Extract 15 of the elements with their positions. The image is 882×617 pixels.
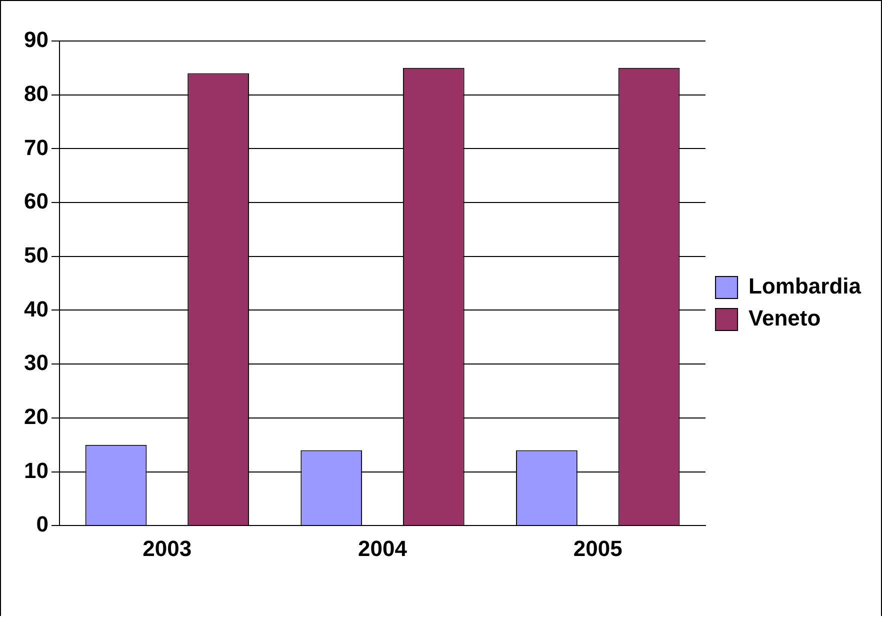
- x-tick-label: 2005: [573, 536, 622, 561]
- y-tick-label: 40: [24, 296, 48, 322]
- y-tick-label: 10: [24, 458, 48, 483]
- y-tick-label: 80: [24, 80, 48, 106]
- x-tick-label: 2003: [142, 536, 192, 561]
- y-tick-label: 50: [24, 242, 48, 268]
- y-tick-label: 70: [24, 134, 48, 160]
- y-tick-label: 60: [24, 188, 48, 214]
- y-tick-label: 0: [36, 512, 48, 537]
- y-tick-label: 20: [24, 404, 48, 429]
- y-tick-label: 30: [24, 350, 48, 376]
- y-tick-label: 90: [24, 27, 48, 52]
- x-tick-label: 2004: [358, 536, 408, 561]
- legend-label: Lombardia: [748, 274, 862, 299]
- legend-label: Veneto: [748, 306, 821, 331]
